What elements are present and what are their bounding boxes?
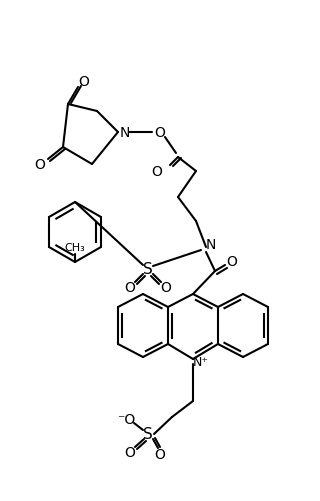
Text: CH₃: CH₃ [65, 242, 85, 253]
Text: O: O [227, 255, 237, 269]
Text: O: O [152, 165, 163, 179]
Text: N: N [120, 126, 130, 140]
Text: N: N [206, 237, 216, 252]
Text: S: S [143, 262, 153, 277]
Text: O: O [35, 158, 45, 172]
Text: O: O [124, 445, 135, 459]
Text: ⁻O: ⁻O [117, 412, 135, 426]
Text: S: S [143, 427, 153, 441]
Text: O: O [155, 447, 165, 461]
Text: O: O [124, 281, 135, 295]
Text: O: O [161, 281, 172, 295]
Text: O: O [79, 75, 89, 89]
Text: N⁺: N⁺ [193, 356, 209, 369]
Text: O: O [155, 126, 165, 140]
